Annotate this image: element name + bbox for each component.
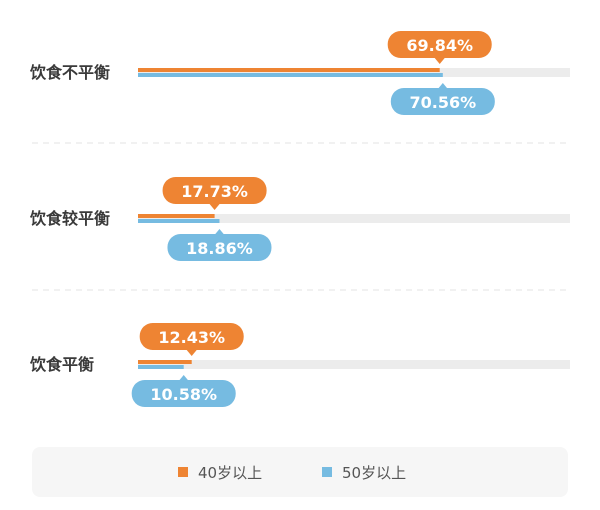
- bubble-40: [162, 177, 267, 204]
- bar-track: [138, 214, 570, 223]
- legend-item-50: 50岁以上: [322, 463, 407, 482]
- bubble-pointer-40: [434, 58, 445, 64]
- bar-50: [138, 219, 220, 223]
- bubble-50: [390, 88, 495, 115]
- bar-track: [138, 360, 570, 369]
- bubble-50: [167, 234, 272, 261]
- bubble-pointer-50: [214, 229, 225, 235]
- category-label: 饮食不平衡: [29, 63, 110, 82]
- bar-40: [138, 360, 192, 364]
- legend-item-40: 40岁以上: [178, 463, 263, 482]
- legend: 40岁以上 50岁以上: [32, 447, 568, 497]
- bubble-pointer-40: [209, 204, 220, 210]
- legend-label-50: 50岁以上: [342, 463, 407, 482]
- bar-40: [138, 214, 215, 218]
- data-label-40: 17.73%: [181, 182, 248, 201]
- bar-50: [138, 73, 443, 77]
- bubble-40: [139, 323, 244, 350]
- bubble-pointer-50: [437, 83, 448, 89]
- bubble-pointer-50: [178, 375, 189, 381]
- bar-track: [138, 68, 570, 77]
- bar-50: [138, 365, 184, 369]
- legend-label-40: 40岁以上: [198, 463, 263, 482]
- data-label-40: 69.84%: [406, 36, 473, 55]
- data-label-40: 12.43%: [158, 328, 225, 347]
- data-label-50: 18.86%: [186, 239, 253, 258]
- bubble-pointer-40: [186, 350, 197, 356]
- bubble-50: [131, 380, 236, 407]
- legend-swatch-40: [178, 467, 188, 477]
- bubble-40: [387, 31, 492, 58]
- legend-swatch-50: [322, 467, 332, 477]
- bar-40: [138, 68, 440, 72]
- category-label: 饮食平衡: [29, 355, 94, 374]
- data-label-50: 70.56%: [409, 93, 476, 112]
- category-label: 饮食较平衡: [29, 209, 110, 228]
- data-label-50: 10.58%: [150, 385, 217, 404]
